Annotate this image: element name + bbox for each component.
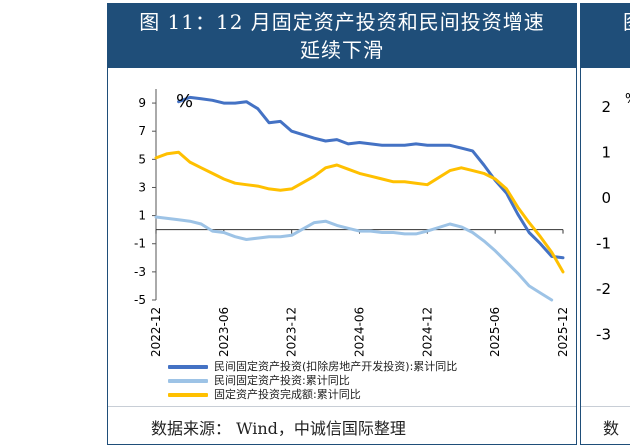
y-tick-label: -3 <box>134 265 146 279</box>
legend-item: 民间固定资产投资:累计同比 <box>168 374 457 388</box>
x-tick-label: 2025-06 <box>488 307 502 357</box>
y-tick-label: -5 <box>134 293 146 307</box>
legend-label: 民间固定资产投资(扣除房地产开发投资):累计同比 <box>214 360 458 373</box>
y-unit-label: % <box>176 91 193 112</box>
x-tick-label: 2024-12 <box>420 307 434 357</box>
adjacent-source-fragment: 数 <box>581 406 630 444</box>
y-tick-label: 1 <box>138 209 146 223</box>
legend-swatch-fai <box>168 393 208 397</box>
legend-item: 民间固定资产投资(扣除房地产开发投资):累计同比 <box>168 360 457 374</box>
adjacent-y-tick-label: 1 <box>601 144 611 162</box>
source-note: 数据来源： Wind，中诚信国际整理 <box>108 406 576 444</box>
adjacent-chart-panel: 图 2 1 0 -1 -2 -3 % 数 <box>580 3 630 445</box>
adjacent-unit-label: % <box>625 92 630 107</box>
chart-legend: 民间固定资产投资(扣除房地产开发投资):累计同比 民间固定资产投资:累计同比 固… <box>168 360 457 402</box>
chart-title: 图 11：12 月固定资产投资和民间投资增速 延续下滑 <box>108 4 576 68</box>
adjacent-title-fragment: 图 <box>581 8 630 36</box>
legend-item: 固定资产投资完成额:累计同比 <box>168 388 457 402</box>
y-tick-label: 5 <box>138 152 146 166</box>
y-tick-label: 7 <box>138 124 146 138</box>
x-tick-label: 2022-12 <box>149 307 163 357</box>
y-tick-label: 9 <box>138 96 146 110</box>
series-line-fai <box>154 150 565 274</box>
adjacent-y-tick-label: -3 <box>596 326 611 344</box>
series-line-private <box>154 215 554 302</box>
adjacent-y-tick-label: -1 <box>596 235 611 253</box>
series-line-private-ex-realestate <box>177 95 565 260</box>
y-tick-label: 3 <box>138 180 146 194</box>
legend-swatch-private <box>168 379 208 383</box>
adjacent-y-tick-label: 2 <box>601 98 611 116</box>
chart-title-line2: 延续下滑 <box>300 38 384 62</box>
adjacent-y-tick-label: -2 <box>596 280 611 298</box>
x-tick-label: 2023-12 <box>285 307 299 357</box>
adjacent-chart-title: 图 <box>581 4 630 68</box>
x-tick-label: 2025-12 <box>556 307 570 357</box>
adjacent-y-axis: 2 1 0 -1 -2 -3 % <box>596 92 630 344</box>
legend-swatch-private-ex-realestate <box>168 365 208 369</box>
adjacent-y-tick-label: 0 <box>601 189 611 207</box>
chart-title-line1: 图 11：12 月固定资产投资和民间投资增速 <box>139 10 545 34</box>
legend-label: 民间固定资产投资:累计同比 <box>214 374 350 387</box>
chart-panel: 图 11：12 月固定资产投资和民间投资增速 延续下滑 9 7 5 3 1 -1 -3 -5 2… <box>107 3 577 445</box>
x-tick-label: 2023-06 <box>217 307 231 357</box>
y-tick-label: -1 <box>134 237 146 251</box>
x-tick-label: 2024-06 <box>353 307 367 357</box>
legend-label: 固定资产投资完成额:累计同比 <box>214 388 361 401</box>
